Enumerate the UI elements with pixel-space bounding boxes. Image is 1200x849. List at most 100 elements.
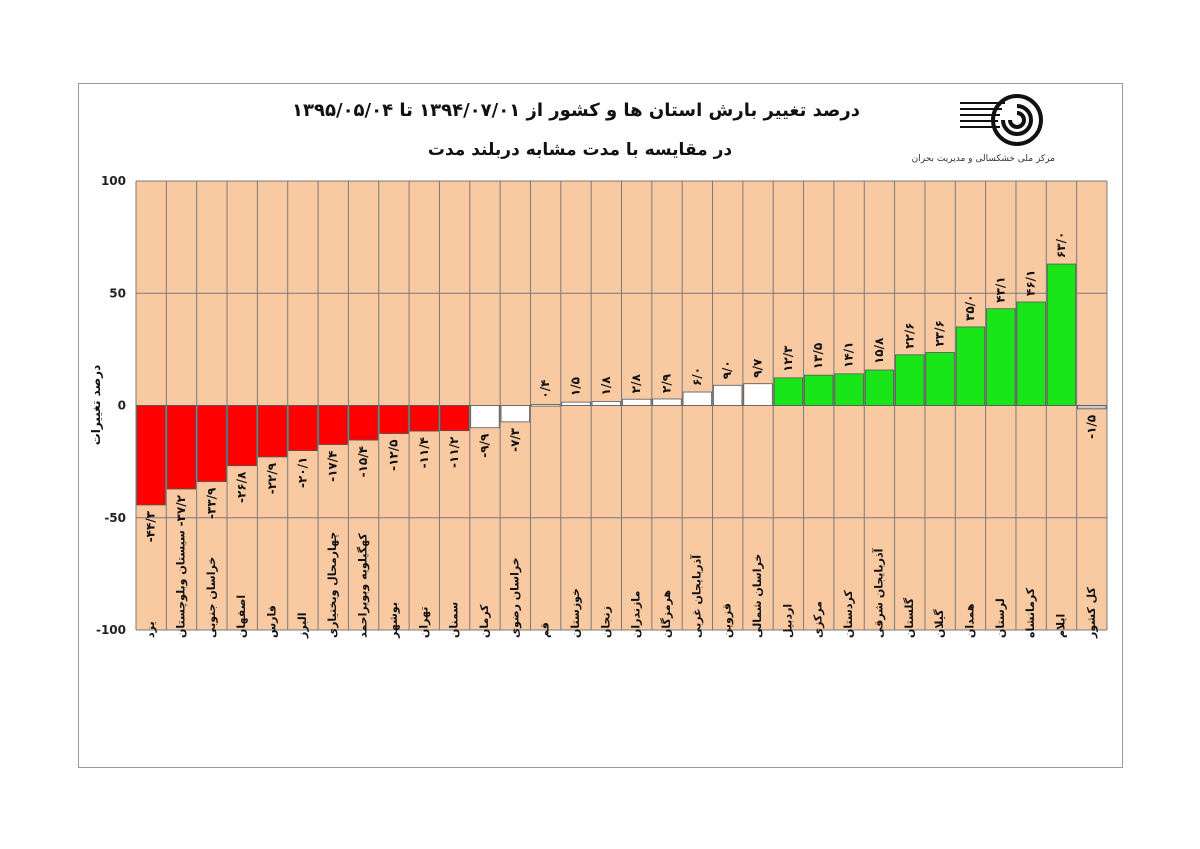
data-label: -۲۰/۱ — [295, 457, 309, 488]
x-tick-label: آذربایجان غربی — [689, 555, 703, 638]
data-label: ۲۲/۶ — [902, 322, 916, 348]
x-tick-label: خراسان شمالی — [751, 554, 764, 638]
x-tick-label: البرز — [296, 612, 309, 639]
bar — [591, 401, 621, 406]
x-tick-label: خراسان رضوی — [508, 557, 521, 638]
x-tick-label: زنجان — [599, 606, 612, 638]
data-label: ۰/۴ — [538, 380, 552, 399]
logo-caption: مرکز ملی خشکسالی و مدیریت بحران — [911, 154, 1055, 164]
bar — [834, 373, 864, 406]
bar — [227, 405, 257, 467]
data-label: -۱/۵ — [1084, 415, 1098, 439]
x-tick-label: بوشهر — [387, 602, 400, 639]
x-tick-label: کردستان — [842, 590, 855, 638]
data-label: ۶/۰ — [690, 367, 704, 386]
bar — [470, 405, 500, 429]
bar — [257, 405, 288, 458]
x-tick-label: سیستان وبلوچستان — [175, 530, 188, 638]
y-tick-label: 0 — [118, 399, 126, 413]
x-tick-label: خوزستان — [569, 588, 582, 638]
data-label: ۳۵/۰ — [963, 295, 977, 321]
data-label: -۲۲/۹ — [265, 462, 279, 494]
gridlines — [135, 180, 1108, 631]
bar — [864, 369, 895, 406]
bar — [439, 405, 470, 432]
x-tick-label: آذربایجان شرقی — [871, 548, 885, 638]
y-axis-label: درصد تغییرات — [89, 365, 103, 445]
y-tick-label: -100 — [96, 623, 126, 637]
y-tick-label: -50 — [104, 511, 126, 525]
bar — [136, 405, 166, 506]
data-label: ۴۶/۱ — [1024, 270, 1038, 296]
data-label: -۷/۳ — [508, 427, 522, 452]
x-tick-label: گلستان — [903, 597, 916, 638]
x-tick-label: لرستان — [994, 598, 1007, 638]
x-tick-label: کرمان — [478, 604, 491, 638]
x-tick-label: تهران — [417, 607, 430, 638]
x-tick-label: چهارمحال وبختیاری — [326, 532, 339, 638]
bar — [895, 354, 925, 406]
bar — [318, 405, 348, 445]
data-label: -۱۱/۲ — [447, 436, 461, 468]
data-label: -۱۵/۴ — [356, 446, 370, 477]
x-tick-label: هرمزگان — [660, 590, 673, 638]
x-tick-label: همدان — [963, 603, 976, 638]
bar — [197, 405, 227, 483]
data-label: ۱۴/۱ — [842, 341, 856, 367]
data-label: -۱۷/۴ — [326, 451, 340, 482]
data-label: ۱۲/۳ — [781, 345, 795, 372]
bar — [561, 401, 591, 406]
x-tick-label: ایلام — [1054, 614, 1067, 638]
data-label: ۹/۷ — [751, 358, 765, 378]
chart-title: درصد تغییر بارش استان ها و کشور از ۱۳۹۴/… — [292, 100, 860, 121]
x-tick-label: گیلان — [933, 609, 946, 638]
bar — [682, 391, 713, 406]
value-labels: -۴۴/۳ -۳۷/۲ -۳۳/۹ -۲۶/۸ -۲۲/۹ -۲۰/۱ -۱۷/۴ -۱۵/۴… — [144, 232, 1099, 543]
bar — [1016, 301, 1046, 406]
data-label: -۳۳/۹ — [204, 487, 218, 519]
data-label: ۴۳/۱ — [993, 276, 1007, 302]
data-label: -۴۴/۳ — [144, 510, 158, 542]
bar — [804, 374, 834, 406]
bar — [1077, 405, 1107, 410]
bar — [530, 404, 561, 407]
data-label: ۲۳/۶ — [933, 320, 947, 346]
y-tick-label: 100 — [101, 174, 126, 188]
bar — [743, 383, 773, 406]
x-tick-label: مازندران — [630, 591, 643, 638]
x-tick-label: مرکزی — [812, 601, 825, 638]
data-label: -۲۶/۸ — [235, 471, 249, 503]
data-label: ۱۵/۸ — [872, 337, 886, 364]
x-tick-label: اصفهان — [235, 595, 248, 638]
bar — [500, 405, 530, 423]
x-tick-label: فارس — [266, 605, 279, 638]
x-tick-label: اردبیل — [781, 604, 794, 638]
y-tick-label: 50 — [109, 286, 126, 300]
data-label: ۱۳/۵ — [811, 343, 825, 369]
bars — [136, 263, 1107, 506]
bar — [622, 398, 652, 406]
y-axis: 100 50 0 -50 -100 — [96, 174, 126, 637]
data-label: -۹/۹ — [477, 433, 491, 458]
data-label: -۱۱/۴ — [417, 437, 431, 468]
logo-icon — [960, 94, 1043, 146]
data-label: ۲/۹ — [660, 373, 674, 393]
x-tick-label: کهگیلویه وبویراحمد — [357, 533, 370, 638]
bar — [652, 398, 682, 406]
bar — [166, 405, 197, 490]
bar — [1046, 263, 1077, 406]
category-labels: یزد سیستان وبلوچستان خراسان جنوبی اصفهان فار… — [144, 530, 1098, 639]
x-tick-label: کل کشور — [1085, 587, 1098, 639]
bar — [288, 405, 318, 452]
x-tick-label: سمنان — [448, 602, 461, 638]
x-tick-label: قزوین — [721, 603, 734, 638]
bar — [986, 308, 1016, 406]
bar — [955, 326, 986, 406]
bar — [348, 405, 379, 441]
x-tick-label: کرمانشاه — [1024, 587, 1037, 638]
bar — [713, 384, 743, 406]
data-label: ۱/۸ — [599, 376, 613, 396]
x-tick-label: یزد — [144, 621, 157, 638]
data-label: -۱۲/۵ — [386, 440, 400, 471]
